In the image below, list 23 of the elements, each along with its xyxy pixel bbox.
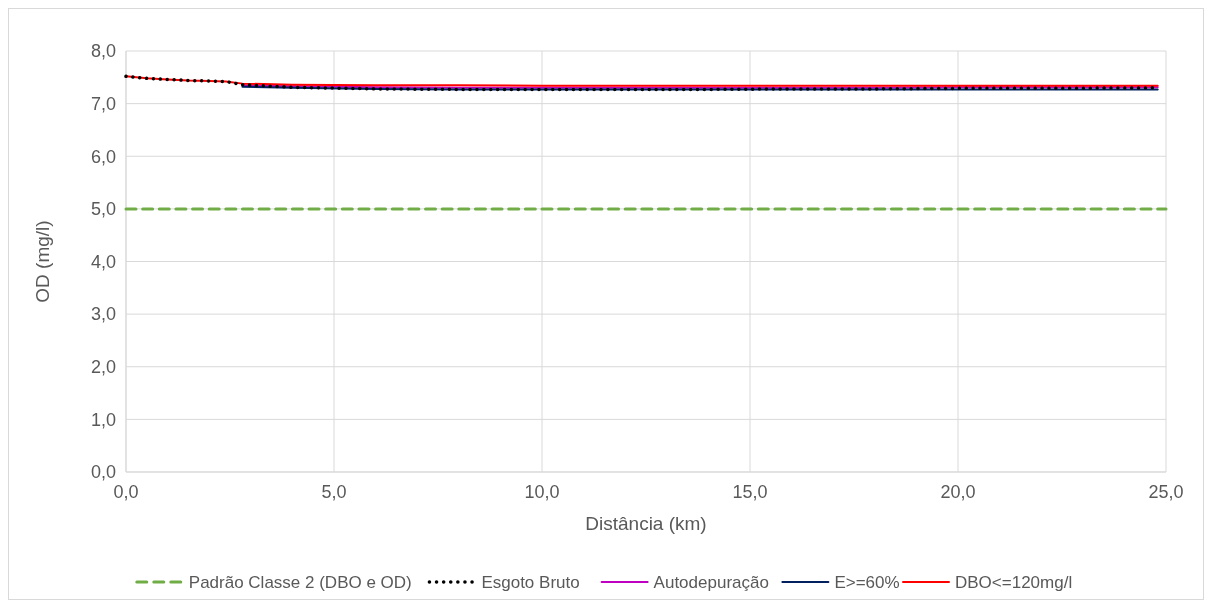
y-tick-label: 7,0 (90, 93, 116, 114)
x-tick-label: 15,0 (732, 482, 768, 502)
y-tick-label: 1,0 (90, 409, 116, 430)
y-tick-label: 8,0 (90, 41, 116, 62)
x-tick-label: 5,0 (321, 482, 347, 502)
y-axis-title: OD (mg/l) (32, 220, 53, 303)
legend-label: Autodepuração (653, 572, 769, 592)
y-tick-label: 5,0 (90, 199, 116, 220)
line-series (125, 75, 1159, 87)
legend-label: DBO<=120mg/l (955, 572, 1073, 592)
y-tick-label: 2,0 (90, 357, 116, 378)
x-tick-label: 25,0 (1148, 482, 1184, 502)
x-tick-label: 10,0 (524, 482, 560, 502)
y-tick-label: 0,0 (90, 462, 116, 483)
legend-label: Padrão Classe 2 (DBO e OD) (188, 572, 412, 592)
y-tick-label: 4,0 (90, 251, 116, 272)
x-tick-label: 0,0 (113, 482, 139, 502)
y-tick-label: 3,0 (90, 304, 116, 325)
legend-label: Esgoto Bruto (481, 572, 580, 592)
y-tick-label: 6,0 (90, 146, 116, 167)
x-tick-label: 20,0 (940, 482, 976, 502)
x-axis-title: Distância (km) (585, 513, 707, 534)
legend-label: E>=60% (834, 572, 900, 592)
